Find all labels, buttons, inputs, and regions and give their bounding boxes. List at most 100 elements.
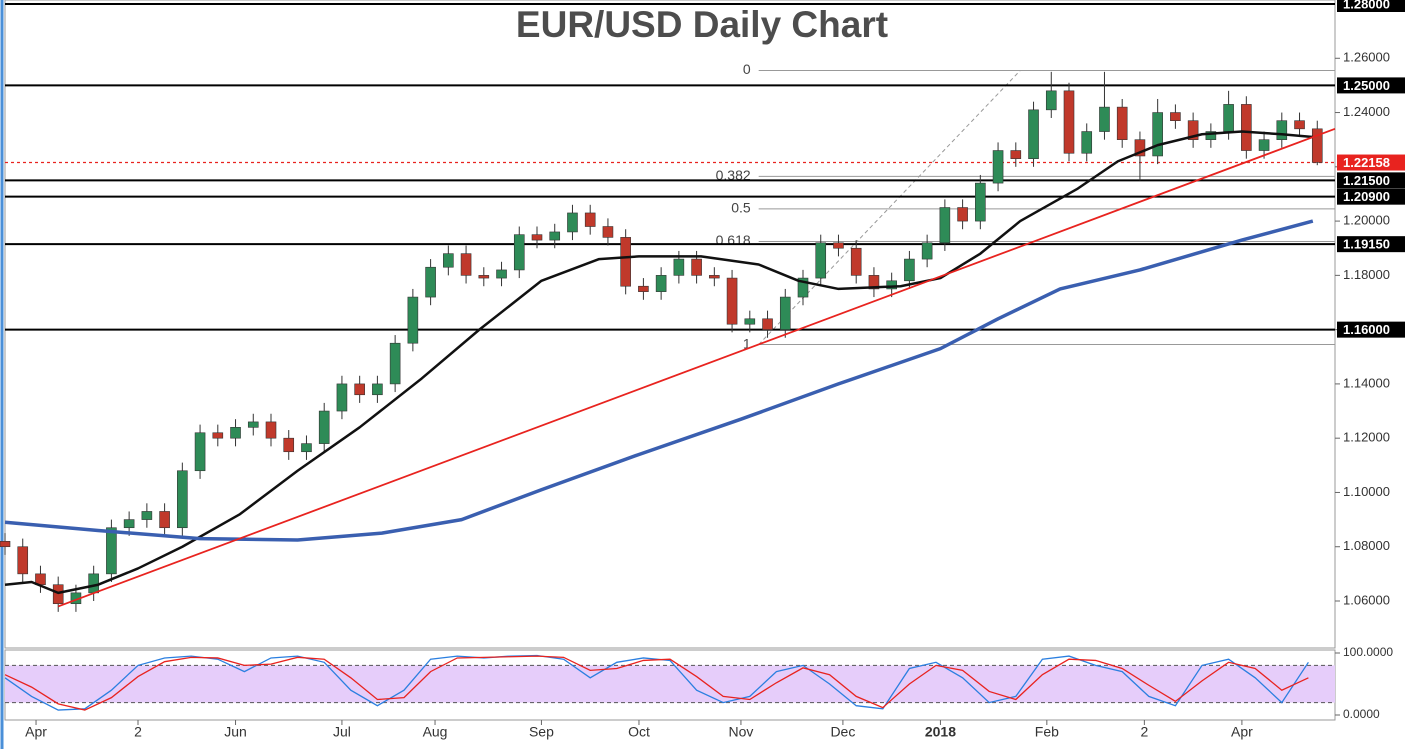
candle-body — [975, 182, 986, 222]
candle-body — [460, 253, 472, 276]
candle-body — [336, 383, 348, 412]
x-tick-label: 2 — [134, 724, 142, 740]
y-tick-label: 1.26000 — [1343, 50, 1390, 65]
candle-body — [0, 540, 11, 548]
stochastic-line — [4, 655, 1309, 711]
fib-label: 0.382 — [716, 167, 751, 183]
candle-body — [1241, 104, 1252, 151]
candle-body — [531, 234, 543, 241]
x-tick-label: Feb — [1035, 724, 1059, 740]
candle-body — [1170, 112, 1181, 121]
level-tag-label: 1.22158 — [1343, 155, 1390, 170]
level-tag-label: 1.16000 — [1343, 322, 1390, 337]
level-tag-label: 1.19150 — [1343, 237, 1390, 252]
level-tag-label: 1.25000 — [1343, 78, 1390, 93]
overlay-line — [4, 219, 1314, 542]
candle-body — [443, 253, 454, 268]
y-tick-label: 100.0000 — [1343, 645, 1393, 659]
candle-body — [301, 443, 312, 453]
y-tick-label: 1.14000 — [1343, 375, 1390, 390]
level-tag — [1337, 321, 1405, 338]
fib-label: 0 — [743, 61, 751, 77]
candle-body — [921, 242, 933, 260]
price-panel — [4, 0, 1336, 649]
candle-body — [904, 258, 915, 282]
candle-body — [1010, 150, 1022, 159]
candle-body — [1152, 112, 1163, 157]
candle-body — [1223, 104, 1234, 132]
candle-body — [425, 266, 436, 298]
candle-body — [407, 296, 419, 344]
candle-body — [513, 234, 525, 271]
candle-body — [1258, 139, 1270, 151]
candle-body — [247, 421, 259, 428]
candle-body — [177, 470, 188, 529]
candle-body — [141, 511, 153, 520]
x-tick-label: Apr — [25, 724, 47, 740]
candle-body — [106, 527, 117, 575]
level-tag — [1337, 188, 1405, 205]
x-tick-label: Apr — [1231, 724, 1253, 740]
level-tag-label: 1.28000 — [1343, 0, 1390, 11]
candle-body — [726, 277, 738, 325]
candle-body — [673, 258, 685, 276]
y-tick-label: 1.06000 — [1343, 592, 1390, 607]
x-tick-label: 2018 — [925, 724, 956, 740]
candle-body — [389, 342, 401, 385]
candle-body — [1276, 120, 1288, 140]
candle-body — [1311, 128, 1323, 163]
candle-body — [992, 150, 1004, 184]
candle-body — [567, 212, 578, 233]
fib-label: 0.618 — [716, 232, 751, 248]
candle-body — [638, 285, 649, 292]
candle-body — [478, 275, 490, 279]
candle-body — [230, 427, 241, 439]
candle-body — [939, 207, 951, 244]
x-tick-label: Nov — [728, 724, 753, 740]
candle-body — [691, 258, 702, 276]
candle-body — [1116, 106, 1128, 140]
candle-body — [496, 269, 507, 279]
y-tick-label: 1.12000 — [1343, 430, 1390, 445]
x-tick-label: Aug — [423, 724, 448, 740]
candle-body — [354, 383, 365, 396]
x-tick-label: Jun — [224, 724, 247, 740]
candle-body — [17, 546, 29, 575]
candle-body — [815, 242, 827, 279]
y-tick-label: 1.20000 — [1343, 213, 1390, 228]
x-tick-label: Jul — [333, 724, 351, 740]
candle-body — [620, 237, 631, 287]
level-tag-label: 1.20900 — [1343, 189, 1390, 204]
candle-body — [1045, 90, 1057, 111]
level-tag — [1337, 0, 1405, 12]
candle-body — [1063, 90, 1075, 154]
y-tick-label: 1.24000 — [1343, 104, 1390, 119]
candle-body — [549, 231, 561, 241]
candle-body — [265, 421, 277, 439]
x-tick-label: Oct — [628, 724, 650, 740]
candle-body — [212, 432, 224, 439]
candle-body — [123, 519, 135, 529]
candle-body — [1294, 120, 1305, 130]
candle-body — [194, 432, 206, 472]
y-tick-label: 1.08000 — [1343, 538, 1390, 553]
y-tick-label: 1.18000 — [1343, 267, 1390, 282]
candle-body — [1134, 139, 1146, 157]
candle-body — [797, 277, 809, 298]
fib-label: 1 — [743, 335, 751, 351]
overlay-line — [4, 130, 1313, 595]
candle-body — [584, 212, 596, 227]
y-tick-label: 1.10000 — [1343, 484, 1390, 499]
level-tag — [1337, 154, 1405, 171]
fib-diagonal — [758, 70, 1021, 345]
candle-body — [1099, 106, 1110, 132]
candle-body — [283, 437, 295, 453]
candle-body — [159, 511, 170, 529]
candle-body — [957, 207, 968, 222]
level-tag — [1337, 77, 1405, 94]
stochastic-band — [5, 665, 1335, 703]
candle-body — [779, 296, 791, 330]
